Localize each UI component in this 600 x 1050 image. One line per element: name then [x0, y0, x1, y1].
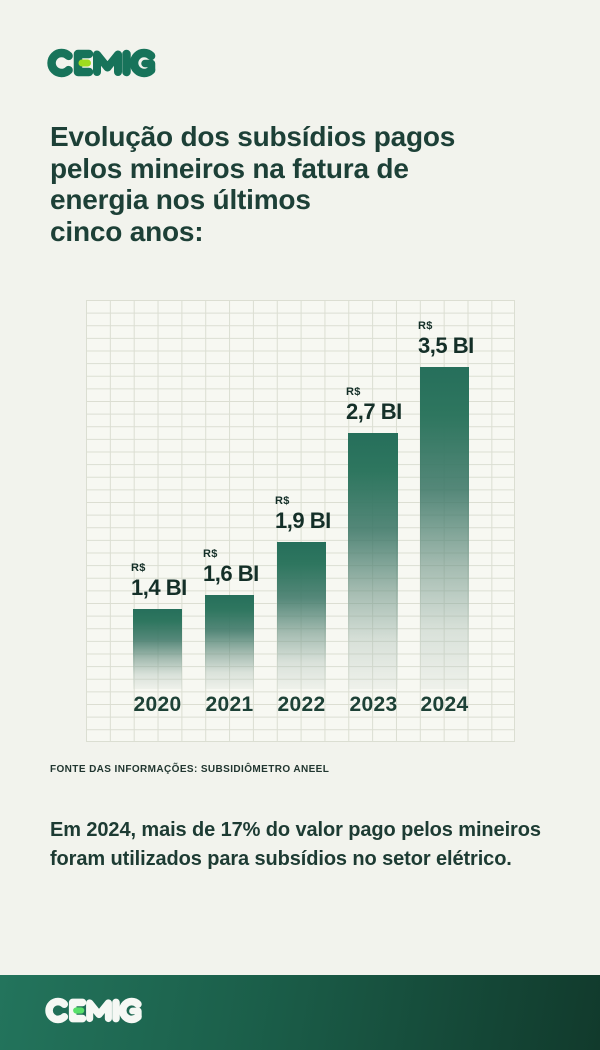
bar-value-label-2020: R$ 1,4 BI	[131, 562, 187, 601]
x-axis-label-2022: 2022	[277, 693, 326, 716]
logo-letter-m	[86, 999, 112, 1023]
title-line: cinco anos:	[50, 215, 204, 247]
logo-letter-m	[93, 50, 122, 76]
subsidies-bar-chart: R$ 1,4 BI 2020 R$ 1,6 BI 2021 R$ 1,9 BI …	[86, 300, 515, 742]
bar-value-label-2022: R$ 1,9 BI	[275, 495, 331, 534]
summary-line: Em 2024, mais de 17% do valor pago pelos…	[50, 819, 541, 841]
summary-line: foram utilizados para subsídios no setor…	[50, 848, 512, 870]
logo-letter-g	[119, 997, 142, 1024]
title-line: Evolução dos subsídios pagos	[50, 121, 456, 152]
value-label: 2,7 BI	[346, 399, 402, 424]
logo-letter-e	[68, 998, 87, 1023]
currency-label: R$	[203, 548, 218, 560]
logo-letter-c	[45, 997, 69, 1024]
footer-band	[0, 975, 600, 1050]
data-source-note: FONTE DAS INFORMAÇÕES: SUBSIDIÔMETRO ANE…	[50, 764, 330, 775]
bar-2024	[420, 367, 469, 689]
bar-value-label-2021: R$ 1,6 BI	[203, 548, 259, 587]
title-line: energia nos últimos	[50, 184, 311, 215]
bar-2022	[277, 542, 326, 689]
logo-letter-g-bar	[129, 1007, 142, 1020]
value-label: 1,9 BI	[275, 508, 331, 533]
cemig-logo	[47, 48, 156, 78]
page-title: Evolução dos subsídios pagos pelos minei…	[50, 121, 550, 247]
logo-letter-g-bar	[141, 59, 156, 74]
bar-2021	[205, 595, 254, 689]
bar-2023	[348, 433, 398, 689]
title-line: pelos mineiros na fatura de	[50, 152, 409, 184]
x-axis-label-2020: 2020	[133, 693, 182, 716]
logo-letter-e	[73, 49, 94, 77]
currency-label: R$	[131, 562, 146, 574]
value-label: 1,6 BI	[203, 561, 259, 586]
currency-label: R$	[418, 320, 433, 332]
cemig-logo-footer	[45, 997, 142, 1024]
x-axis-label-2024: 2024	[420, 693, 469, 716]
x-axis-label-2023: 2023	[349, 693, 398, 716]
logo-letter-g	[129, 48, 156, 78]
bar-value-label-2024: R$ 3,5 BI	[418, 320, 474, 359]
logo-letter-c	[47, 48, 73, 78]
bar-2020	[133, 609, 182, 689]
summary-text: Em 2024, mais de 17% do valor pago pelos…	[50, 816, 560, 874]
currency-label: R$	[275, 495, 290, 507]
currency-label: R$	[346, 386, 361, 398]
value-label: 3,5 BI	[418, 333, 474, 358]
x-axis-label-2021: 2021	[205, 693, 254, 716]
bar-value-label-2023: R$ 2,7 BI	[346, 386, 402, 425]
value-label: 1,4 BI	[131, 575, 187, 600]
